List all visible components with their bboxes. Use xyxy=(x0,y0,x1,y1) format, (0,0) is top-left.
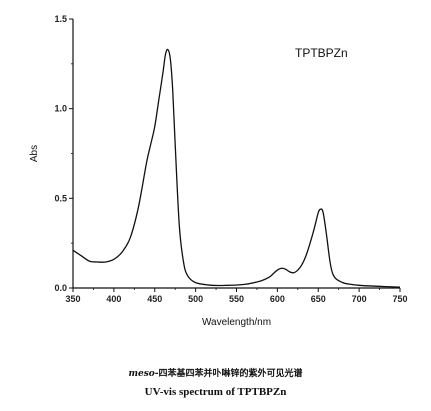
plot-axes xyxy=(72,19,400,289)
uv-vis-chart: 350 400 450 500 550 600 650 700 7500.00.51.01.5 … xyxy=(29,14,408,328)
x-tick-label-500: 500 xyxy=(188,294,203,304)
x-tick-label-700: 700 xyxy=(352,294,367,304)
x-tick-label-550: 550 xyxy=(229,294,244,304)
axis-ticks xyxy=(69,18,401,292)
y-tick-label-1: 0.5 xyxy=(54,193,67,203)
series-line-0 xyxy=(72,48,401,288)
x-tick-label-450: 450 xyxy=(147,294,162,304)
x-tick-label-400: 400 xyxy=(106,294,121,304)
series-layer xyxy=(72,48,401,288)
x-tick-label-350: 350 xyxy=(65,294,80,304)
y-tick-label-2: 1.0 xyxy=(54,104,67,114)
x-tick-label-650: 650 xyxy=(311,294,326,304)
caption-chinese-text: 四苯基四苯并卟啉锌的紫外可见光谱 xyxy=(158,369,303,379)
x-tick-label-750: 750 xyxy=(392,294,407,304)
axis-tick-labels: 350 400 450 500 550 600 650 700 750 0.0 0.5 1.0 1.5 xyxy=(54,14,407,304)
legend-entry-tptbpzn: TPTBPZn xyxy=(295,46,348,60)
y-axis-title: Abs xyxy=(29,145,40,162)
figure-caption-chinese: meso-四苯基四苯并卟啉锌的紫外可见光谱 xyxy=(0,366,431,379)
y-tick-label-3: 1.5 xyxy=(54,14,67,24)
figure-caption-english: UV-vis spectrum of TPTBPZn xyxy=(144,386,287,398)
caption-prefix: meso- xyxy=(128,369,159,379)
x-tick-label-600: 600 xyxy=(270,294,285,304)
x-axis-title: Wavelength/nm xyxy=(202,317,271,328)
y-tick-label-0: 0.0 xyxy=(54,283,67,293)
